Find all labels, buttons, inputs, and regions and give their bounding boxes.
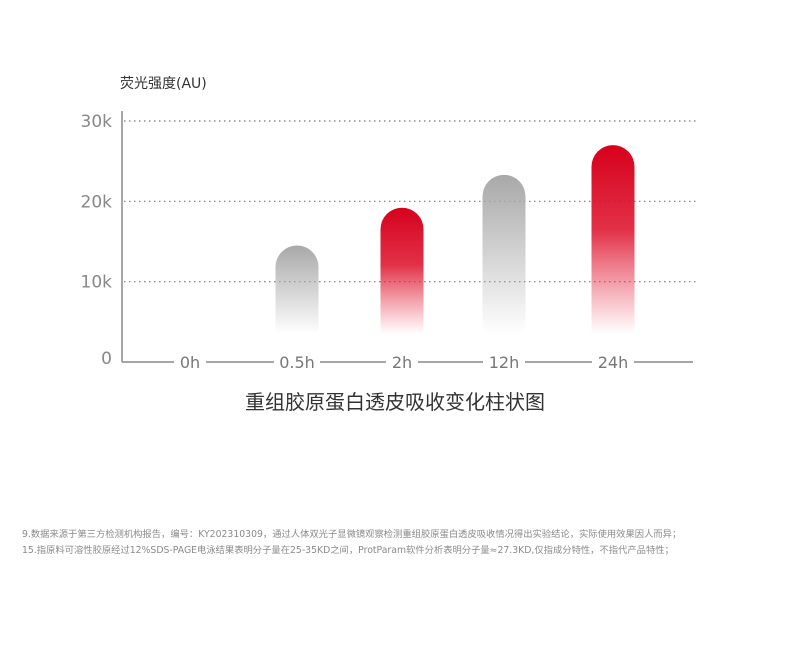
y-tick-label: 10k (81, 273, 113, 293)
bars (275, 145, 635, 334)
y-tick-label: 20k (81, 192, 113, 212)
footnote-9: 9.数据来源于第三方检测机构报告，编号：KY202310309，通过人体双光子显… (22, 529, 682, 540)
y-tick-label: 30k (81, 112, 113, 132)
footnotes: 9.数据来源于第三方检测机构报告，编号：KY202310309，通过人体双光子显… (22, 527, 782, 559)
x-tick-label: 0.5h (279, 353, 315, 372)
bar-2h (380, 207, 424, 334)
y-tick-label: 0 (101, 349, 112, 369)
x-axis: 0h 0.5h 2h 12h 24h (122, 353, 693, 372)
x-tick-label: 2h (392, 353, 412, 372)
x-tick-label: 0h (180, 353, 200, 372)
bar-chart: 荧光强度(AU) 0 10k 20k 30k 0h 0.5h 2h 12h 24h (81, 75, 696, 372)
chart-title: 重组胶原蛋白透皮吸收变化柱状图 (245, 390, 545, 414)
x-tick-label: 24h (598, 353, 629, 372)
y-axis-label: 荧光强度(AU) (120, 75, 207, 92)
bar-24h (591, 145, 635, 334)
bar-12h (482, 174, 526, 334)
y-tick-labels: 0 10k 20k 30k (81, 112, 113, 369)
bar-0.5h (275, 245, 319, 334)
footnote-15: 15.指原料可溶性胶原经过12%SDS-PAGE电泳结果表明分子量在25-35K… (22, 545, 674, 556)
x-tick-label: 12h (489, 353, 520, 372)
